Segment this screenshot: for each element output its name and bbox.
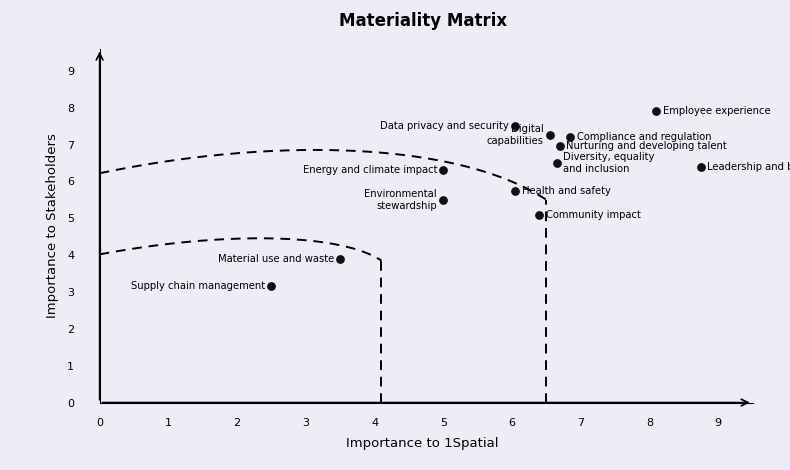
X-axis label: Importance to 1Spatial: Importance to 1Spatial	[346, 437, 499, 450]
Title: Materiality Matrix: Materiality Matrix	[339, 13, 506, 31]
Point	[334, 255, 347, 263]
Point	[694, 163, 707, 171]
Y-axis label: Importance to Stakeholders: Importance to Stakeholders	[46, 133, 58, 318]
Point	[564, 133, 577, 141]
Text: Environmental
stewardship: Environmental stewardship	[364, 189, 437, 211]
Point	[265, 282, 278, 290]
Text: Energy and climate impact: Energy and climate impact	[303, 165, 437, 175]
Point	[437, 166, 450, 174]
Text: Diversity, equality
and inclusion: Diversity, equality and inclusion	[562, 152, 654, 174]
Text: Employee experience: Employee experience	[663, 106, 770, 117]
Text: Supply chain management: Supply chain management	[131, 282, 265, 291]
Point	[554, 142, 566, 150]
Point	[533, 211, 546, 218]
Point	[650, 108, 663, 115]
Text: Leadership and business ethics: Leadership and business ethics	[707, 162, 790, 172]
Text: Data privacy and security: Data privacy and security	[381, 121, 510, 131]
Text: Material use and waste: Material use and waste	[218, 254, 334, 264]
Text: Nurturing and developing talent: Nurturing and developing talent	[566, 141, 727, 151]
Text: Community impact: Community impact	[546, 210, 641, 219]
Text: Compliance and regulation: Compliance and regulation	[577, 132, 711, 142]
Text: Health and safety: Health and safety	[521, 186, 611, 196]
Point	[437, 196, 450, 204]
Text: Digital
capabilities: Digital capabilities	[487, 125, 544, 146]
Point	[509, 122, 521, 130]
Point	[509, 187, 521, 194]
Point	[551, 159, 563, 167]
Point	[544, 132, 556, 139]
